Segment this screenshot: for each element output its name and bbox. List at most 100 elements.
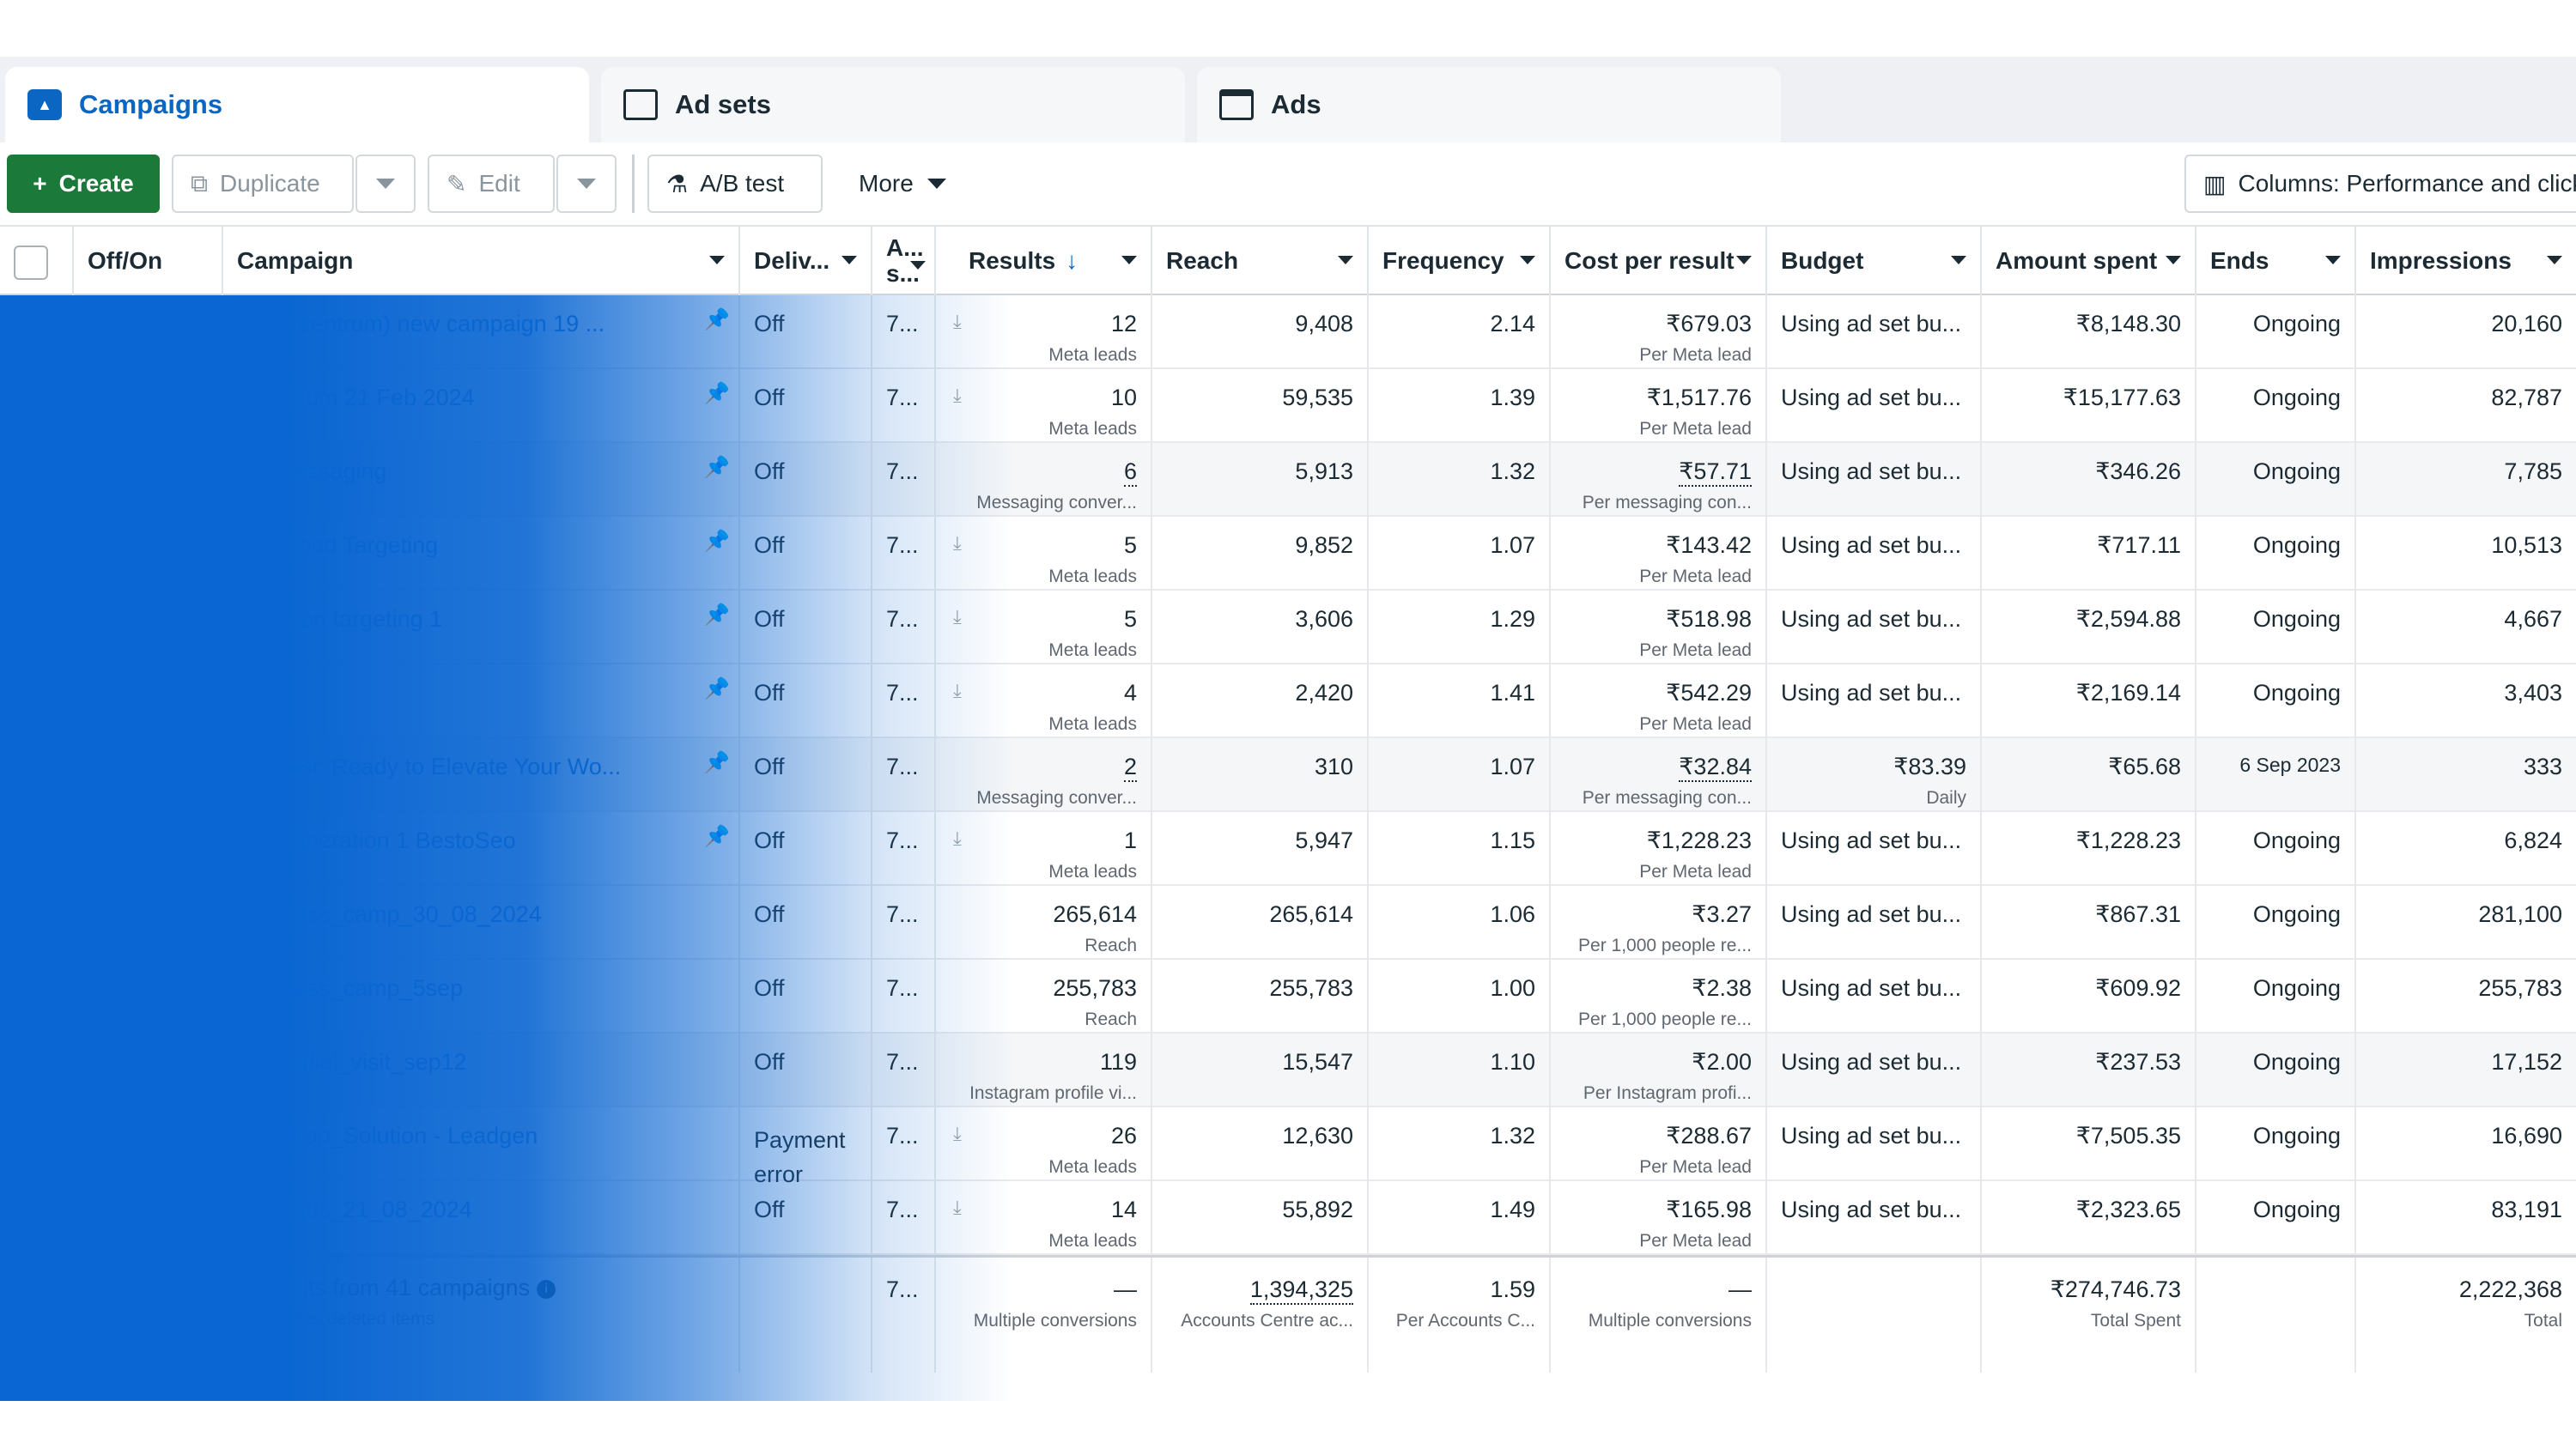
table-row[interactable]: Centrum 21 Feb 2024 📌 Off 7... ⤓ 10 Meta leads… [0,369,2576,443]
total-frequency-subtext: Per Accounts C... [1395,1311,1535,1331]
total-cell [2195,1258,2354,1373]
edit-dropdown-button[interactable] [556,155,617,213]
campaign-name-link[interactable]: ... leads_21_08_2024 [249,1197,472,1222]
pin-icon[interactable]: 📌 [704,382,730,405]
tab-campaigns[interactable]: ▲ Campaigns [5,67,589,142]
table-row[interactable]: ... post: Ready to Elevate Your Wo... 📌 Of… [0,738,2576,812]
col-offon[interactable]: Off/On [72,227,222,295]
spent-value: ₹867.31 [2095,901,2181,927]
campaign-name-link[interactable]: (Old centrum) new campaign 19 ... [249,311,605,336]
campaign-name-link[interactable]: ... mass_camp_5sep [249,975,464,1001]
tab-ad-sets[interactable]: Ad sets [601,67,1185,142]
table-row[interactable]: ... Generation 1 BestoSeo 📌 Off 7... ⤓ 1 Meta … [0,812,2576,886]
reach-value: 15,547 [1282,1049,1353,1075]
results-subtext: Meta leads [1048,1157,1137,1177]
cpr-subtext: Per Meta lead [1639,567,1752,586]
col-reach[interactable]: Reach [1151,227,1367,295]
campaign-name-link[interactable]: Centrum 21 Feb 2024 [249,385,475,410]
results-subtext: Meta leads [1048,1231,1137,1251]
campaign-name-link[interactable]: ... Broad Targeting [249,532,439,558]
col-budget-label: Budget [1781,247,1864,274]
edit-button[interactable]: ✎ Edit [428,155,555,213]
tab-ads[interactable]: Ads [1197,67,1781,142]
pin-icon[interactable]: 📌 [704,308,730,331]
tab-ad-sets-label: Ad sets [675,89,771,119]
col-impressions-label: Impressions [2370,247,2512,274]
table-row[interactable]: ... mass_camp_5sep Off 7... 255,783 Reach 255… [0,960,2576,1034]
duplicate-button[interactable]: ⧉ Duplicate [172,155,354,213]
cell-budget: Using ad set bu... [1765,1034,1980,1107]
download-icon[interactable]: ⤓ [953,311,962,332]
col-impressions[interactable]: Impressions [2354,227,2576,295]
col-delivery[interactable]: Deliv... [738,227,871,295]
cell-reach: 5,913 [1151,443,1367,517]
ab-test-button[interactable]: ⚗ A/B test [647,155,823,213]
table-row[interactable]: 📌 Off 7... ⤓ 4 Meta leads 2,420 1.41 ₹542.29 Per … [0,664,2576,738]
create-button[interactable]: + Create [7,155,160,213]
cell-ends: Ongoing [2195,886,2354,960]
download-icon[interactable]: ⤓ [953,606,962,627]
pin-icon[interactable]: 📌 [704,603,730,627]
cpr-value: ₹288.67 [1666,1123,1752,1149]
table-row[interactable]: ..._Prop_Solution - Leadgen Payment error… [0,1107,2576,1187]
campaign-name-link[interactable]: ... Generation 1 BestoSeo [249,828,516,853]
table-row[interactable]: (Old centrum) new campaign 19 ... 📌 Off 7..… [0,295,2576,369]
cell-ends: Ongoing [2195,1181,2354,1255]
cell-ends: Ongoing [2195,960,2354,1034]
campaign-name-link[interactable]: ... mass_camp_30_08_2024 [249,901,542,927]
cell-budget: Using ad set bu... [1765,960,1980,1034]
table-row[interactable]: ... mass_camp_30_08_2024 Off 7... 265,614 Re… [0,886,2576,960]
download-icon[interactable]: ⤓ [953,828,962,849]
pin-icon[interactable]: 📌 [704,751,730,774]
table-row[interactable]: ... messaging 📌 Off 7... 6 Messaging conver..… [0,443,2576,517]
ends-value: Ongoing [2252,1123,2341,1149]
results-value: 10 [1110,385,1137,410]
col-delivery-label: Deliv... [754,247,830,274]
download-icon[interactable]: ⤓ [953,1197,962,1218]
col-ends[interactable]: Ends [2195,227,2354,295]
impressions-value: 7,785 [2504,458,2562,484]
info-icon[interactable]: i [537,1279,556,1299]
pin-icon[interactable]: 📌 [704,677,730,700]
cell-reach: 255,783 [1151,960,1367,1034]
col-budget[interactable]: Budget [1765,227,1980,295]
ends-value: Ongoing [2252,532,2341,558]
pin-icon[interactable]: 📌 [704,456,730,479]
spent-value: ₹2,594.88 [2075,606,2181,632]
download-icon[interactable]: ⤓ [953,385,962,406]
col-frequency[interactable]: Frequency [1367,227,1549,295]
campaign-name-link[interactable]: ..._Prop_Solution - Leadgen [249,1123,538,1149]
table-row[interactable]: ... profiel_visit_sep12 Off 7... 119 Instagr… [0,1034,2576,1107]
spent-value: ₹2,323.65 [2075,1197,2181,1222]
download-icon[interactable]: ⤓ [953,1123,962,1144]
table-row[interactable]: ... open targeting 1 📌 Off 7... ⤓ 5 Meta leads… [0,591,2576,664]
more-button[interactable]: More [841,155,962,213]
cell-frequency: 1.32 [1367,443,1549,517]
cpr-value: ₹165.98 [1666,1197,1752,1222]
ends-value: Ongoing [2252,901,2341,927]
columns-button[interactable]: ▥ Columns: Performance and clicks [2184,155,2576,213]
duplicate-dropdown-button[interactable] [355,155,416,213]
col-campaign[interactable]: Campaign [222,227,738,295]
download-icon[interactable]: ⤓ [953,680,962,701]
col-cost-per-result[interactable]: Cost per result [1549,227,1765,295]
table-row[interactable]: ... leads_21_08_2024 Off 7... ⤓ 14 Meta leads… [0,1181,2576,1255]
cpr-subtext: Per Meta lead [1639,862,1752,882]
col-results[interactable]: Results ↓ [934,227,1151,295]
pin-icon[interactable]: 📌 [704,825,730,848]
cpr-subtext: Per Meta lead [1639,1231,1752,1251]
campaign-name-link[interactable]: ... open targeting 1 [249,606,443,632]
campaign-name-link[interactable]: ... profiel_visit_sep12 [249,1049,467,1075]
col-attribution[interactable]: A... s... [871,227,934,295]
chevron-down-icon [577,179,596,189]
col-amount-spent[interactable]: Amount spent [1980,227,2195,295]
table-row[interactable]: ... Broad Targeting 📌 Off 7... ⤓ 5 Meta leads 9… [0,517,2576,591]
pin-icon[interactable]: 📌 [704,530,730,553]
download-icon[interactable]: ⤓ [953,532,962,554]
cell-spent: ₹7,505.35 [1980,1107,2195,1181]
campaign-name-link[interactable]: ... messaging [249,458,387,484]
campaign-name-link[interactable]: ... post: Ready to Elevate Your Wo... [249,754,622,779]
cpr-value: ₹518.98 [1666,606,1752,632]
impressions-value: 83,191 [2491,1197,2562,1222]
select-all-checkbox[interactable] [14,246,48,280]
